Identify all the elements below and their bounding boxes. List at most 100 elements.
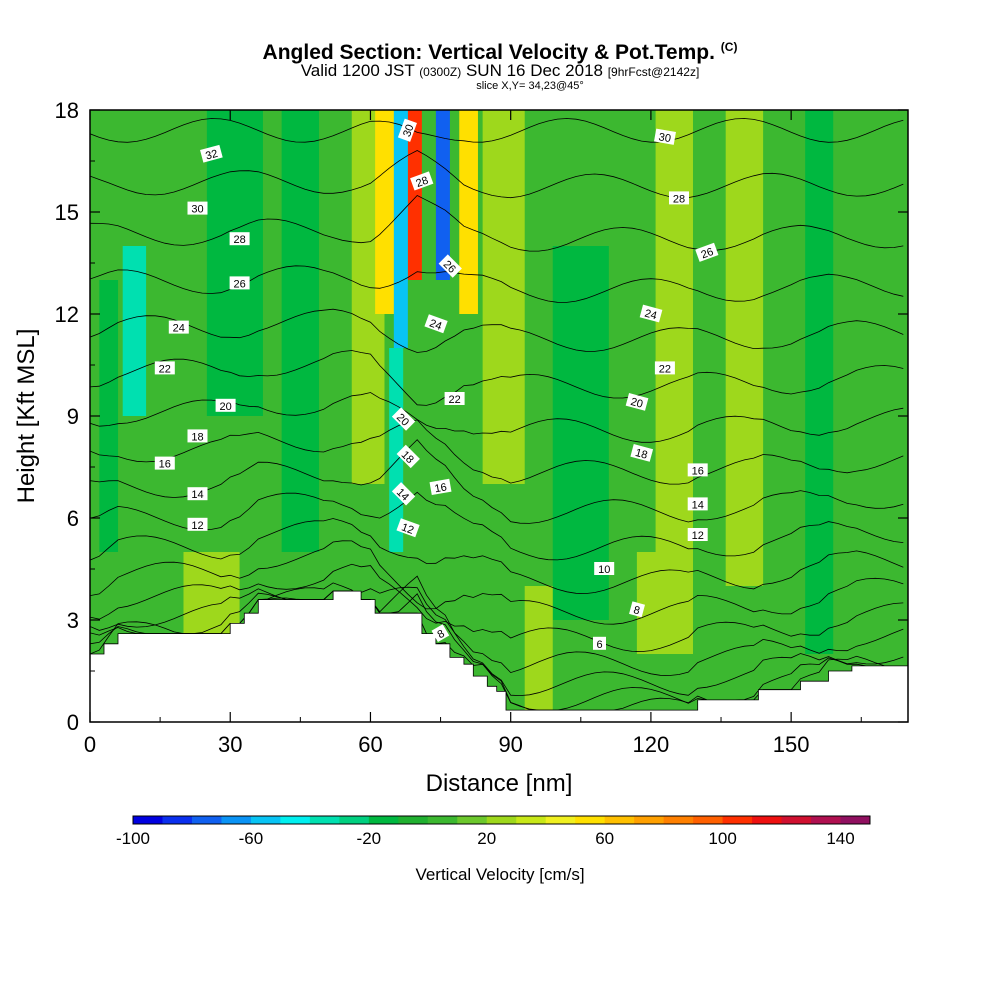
contour-label-12: 28 xyxy=(410,171,434,191)
contour-label-34: 6 xyxy=(593,636,606,651)
colorbar-tick-label: 20 xyxy=(477,829,496,848)
colorbar-tick-label: 140 xyxy=(826,829,854,848)
contour-label-text: 30 xyxy=(401,123,416,139)
pot-temp-contour-6 xyxy=(90,575,904,697)
contour-label-9: 14 xyxy=(187,487,208,501)
x-tick-label: 150 xyxy=(773,732,810,757)
velocity-cell-15 xyxy=(725,110,764,586)
contour-label-1: 30 xyxy=(187,201,208,216)
contour-label-4: 24 xyxy=(168,320,189,335)
contour-label-text: 24 xyxy=(428,317,444,332)
contour-label-28: 18 xyxy=(630,444,654,462)
valid-date: SUN 16 Dec 2018 xyxy=(465,61,603,80)
y-tick-label: 0 xyxy=(67,710,79,735)
contour-label-6: 20 xyxy=(215,398,236,413)
contour-label-text: 24 xyxy=(173,323,185,335)
colorbar-swatch xyxy=(663,816,694,824)
valid-zulu: (0300Z) xyxy=(419,65,462,79)
contour-label-text: 26 xyxy=(700,246,716,261)
contour-label-bg xyxy=(639,304,663,323)
colorbar-swatch xyxy=(516,816,547,824)
contour-label-text: 28 xyxy=(414,175,430,190)
contour-label-bg xyxy=(396,518,420,538)
contour-label-text: 16 xyxy=(159,459,171,471)
contour-label-bg xyxy=(687,463,708,477)
contour-label-bg xyxy=(168,320,189,334)
colorbar-tick-label: 60 xyxy=(595,829,614,848)
contour-label-bg xyxy=(187,201,208,215)
colorbar-tick-label: -100 xyxy=(116,829,150,848)
velocity-cell-8 xyxy=(393,110,408,348)
contour-label-text: 12 xyxy=(692,530,704,542)
y-tick-label: 12 xyxy=(55,302,79,327)
colorbar-swatch xyxy=(368,816,399,824)
contour-label-text: 28 xyxy=(673,193,685,205)
contour-label-text: 22 xyxy=(159,363,171,375)
contour-label-bg xyxy=(654,128,676,145)
y-axis-label: Height [Kft MSL] xyxy=(13,329,40,504)
chart-title: Angled Section: Vertical Velocity & Pot.… xyxy=(0,36,1000,64)
contour-label-text: 30 xyxy=(658,131,672,145)
contour-label-30: 14 xyxy=(687,497,708,511)
contour-label-bg xyxy=(187,429,208,443)
velocity-cell-7 xyxy=(407,110,422,280)
pot-temp-contour-8 xyxy=(90,586,904,676)
contour-label-20: 12 xyxy=(396,518,420,538)
colorbar-swatch xyxy=(250,816,281,824)
contour-label-bg xyxy=(654,361,675,375)
pot-temp-contour-10 xyxy=(90,563,904,653)
contour-label-bg xyxy=(695,242,719,262)
x-tick-label: 0 xyxy=(84,732,96,757)
valid-time-line: Valid 1200 JST (0300Z) SUN 16 Dec 2018 [… xyxy=(0,61,1000,80)
contour-label-29: 16 xyxy=(687,463,708,477)
contour-label-33: 8 xyxy=(629,601,645,617)
contour-label-bg xyxy=(410,171,434,191)
contour-label-text: 6 xyxy=(596,639,602,651)
contour-label-bg xyxy=(391,482,416,506)
colorbar-swatch xyxy=(604,816,635,824)
velocity-cell-4 xyxy=(281,110,320,552)
contour-label-text: 20 xyxy=(219,401,231,413)
contour-label-text: 14 xyxy=(191,489,203,501)
contour-label-0: 32 xyxy=(200,144,223,163)
vertical-velocity-field xyxy=(90,110,908,722)
contour-label-bg xyxy=(593,636,606,650)
colorbar-tick-label: 100 xyxy=(708,829,736,848)
contour-label-21: 8 xyxy=(431,624,450,643)
contour-label-31: 12 xyxy=(687,528,708,542)
pot-temp-contour-4 xyxy=(90,590,904,711)
contour-label-bg xyxy=(154,361,175,375)
colorbar-swatch xyxy=(840,816,871,824)
velocity-cell-19 xyxy=(524,586,553,722)
contour-label-23: 28 xyxy=(669,191,689,205)
contour-label-bg xyxy=(229,276,250,290)
x-tick-label: 90 xyxy=(498,732,522,757)
contour-label-text: 10 xyxy=(598,564,610,576)
chart-title-text: Angled Section: Vertical Velocity & Pot.… xyxy=(262,41,715,64)
contour-label-text: 14 xyxy=(692,499,704,511)
contour-label-text: 18 xyxy=(634,447,649,462)
y-tick-label: 9 xyxy=(67,404,79,429)
contour-label-14: 24 xyxy=(424,314,448,334)
contour-label-bg xyxy=(438,254,462,278)
velocity-cell-1 xyxy=(206,110,263,416)
terrain-mask xyxy=(89,590,909,723)
pot-temp-contour-32 xyxy=(90,150,904,199)
contour-label-text: 18 xyxy=(191,431,203,443)
velocity-cell-2 xyxy=(122,246,147,416)
y-tick-label: 15 xyxy=(55,200,79,225)
contour-label-bg xyxy=(625,393,649,411)
contour-label-11: 30 xyxy=(397,118,417,142)
colorbar-swatch xyxy=(339,816,370,824)
colorbar-swatch xyxy=(133,816,163,824)
contour-label-text: 16 xyxy=(692,465,704,477)
contour-label-25: 24 xyxy=(639,304,663,323)
velocity-cell-16 xyxy=(805,110,834,654)
pot-temp-contour-26 xyxy=(90,308,904,353)
colorbar-swatch xyxy=(191,816,222,824)
colorbar-tick-label: -60 xyxy=(239,829,264,848)
velocity-cell-12 xyxy=(482,110,525,484)
contour-label-bg xyxy=(594,562,615,575)
velocity-cell-10 xyxy=(435,110,450,280)
title-block: Angled Section: Vertical Velocity & Pot.… xyxy=(0,36,1000,92)
